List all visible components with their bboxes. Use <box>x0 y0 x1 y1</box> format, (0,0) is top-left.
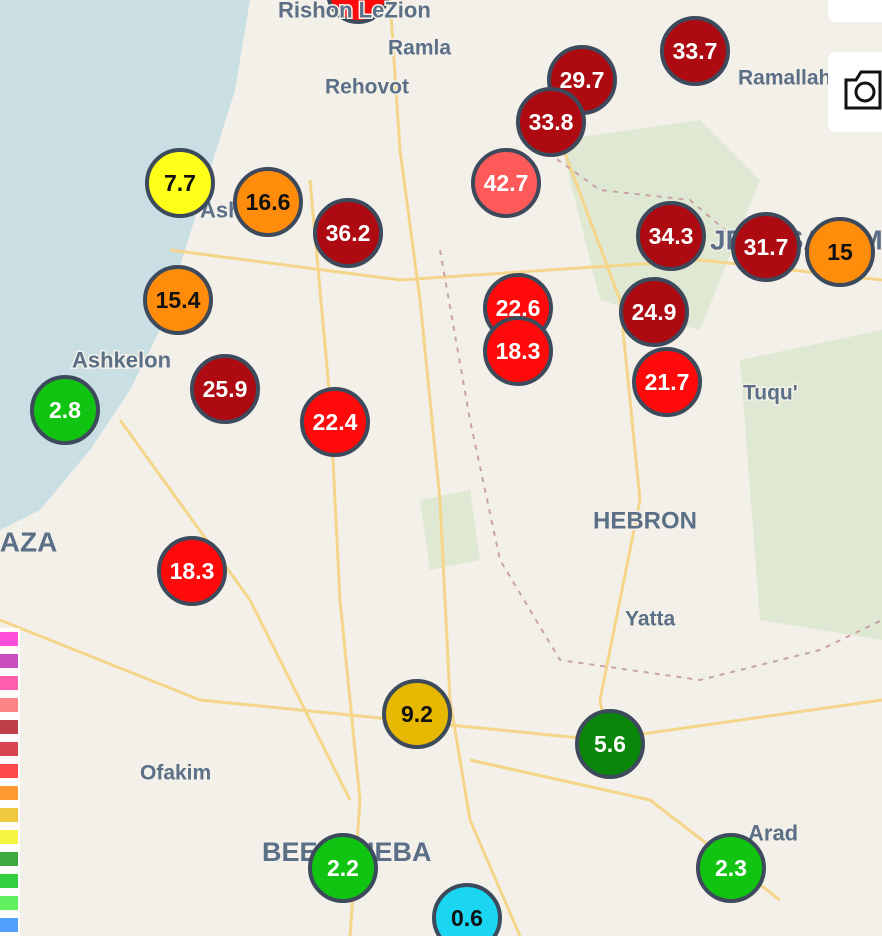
marker-circle <box>483 316 553 386</box>
marker[interactable]: 25.9 <box>190 354 260 424</box>
place-label: Rehovot <box>325 76 409 99</box>
marker-value: 18.3 <box>496 338 541 364</box>
marker[interactable]: 42.7 <box>471 148 541 218</box>
marker-circle <box>313 198 383 268</box>
camera-icon <box>844 70 882 110</box>
marker[interactable]: 16.6 <box>233 167 303 237</box>
marker-circle <box>619 277 689 347</box>
marker[interactable]: 29.7 <box>547 45 617 115</box>
place-label: Tuqu' <box>743 382 798 405</box>
place-label: Yatta <box>625 608 676 631</box>
marker-value: 31.7 <box>744 234 789 260</box>
marker[interactable]: 2.2 <box>308 833 378 903</box>
marker-circle <box>30 375 100 445</box>
marker-value: 15 <box>827 239 853 265</box>
place-label: HEBRON <box>593 508 697 535</box>
marker[interactable]: 7.7 <box>145 148 215 218</box>
legend <box>0 628 20 936</box>
place-label: Ashkelon <box>72 348 171 373</box>
marker-circle <box>233 167 303 237</box>
marker[interactable]: 18.3 <box>157 536 227 606</box>
marker-circle <box>660 16 730 86</box>
place-label: Rishon LeZion <box>278 0 431 23</box>
place-label: Arad <box>748 821 798 846</box>
marker[interactable] <box>327 0 389 24</box>
marker[interactable]: 2.3 <box>696 833 766 903</box>
marker-value: 33.7 <box>673 38 718 64</box>
marker[interactable]: 31.7 <box>731 212 801 282</box>
marker-value: 18.3 <box>170 558 215 584</box>
marker[interactable]: 33.7 <box>660 16 730 86</box>
marker-value: 24.9 <box>632 299 677 325</box>
place-label: Ramallah <box>738 67 831 90</box>
marker[interactable]: 33.8 <box>516 87 586 157</box>
marker-value: 5.6 <box>594 731 626 757</box>
marker-circle <box>308 833 378 903</box>
marker[interactable]: 36.2 <box>313 198 383 268</box>
marker[interactable]: 2.8 <box>30 375 100 445</box>
marker[interactable]: 21.7 <box>632 347 702 417</box>
marker-value: 7.7 <box>164 170 196 196</box>
marker-value: 29.7 <box>560 67 605 93</box>
borders <box>439 139 882 682</box>
marker-value: 2.2 <box>327 855 359 881</box>
marker-value: 25.9 <box>203 376 248 402</box>
marker-value: 9.2 <box>401 701 433 727</box>
marker[interactable]: 24.9 <box>619 277 689 347</box>
marker-value: 34.3 <box>649 223 694 249</box>
marker[interactable]: 9.2 <box>382 679 452 749</box>
marker-circle <box>190 354 260 424</box>
marker[interactable]: 34.3 <box>636 201 706 271</box>
marker[interactable]: 0.6 <box>432 883 502 936</box>
marker-circle <box>575 709 645 779</box>
marker-circle <box>731 212 801 282</box>
marker-circle <box>145 148 215 218</box>
marker-value: 36.2 <box>326 220 371 246</box>
marker[interactable]: 5.6 <box>575 709 645 779</box>
marker-circle <box>157 536 227 606</box>
marker-circle <box>805 217 875 287</box>
place-label: Ramla <box>388 37 451 60</box>
button[interactable] <box>828 0 882 22</box>
map-buttons <box>828 0 882 132</box>
marker-circle <box>636 201 706 271</box>
marker-value: 2.3 <box>715 855 747 881</box>
marker-circle <box>300 387 370 457</box>
marker-circle <box>632 347 702 417</box>
marker-value: 2.8 <box>49 397 81 423</box>
marker[interactable]: 15 <box>805 217 875 287</box>
marker-value: 0.6 <box>451 905 483 931</box>
marker-circle <box>516 87 586 157</box>
marker-value: 33.8 <box>529 109 574 135</box>
marker-circle <box>432 883 502 936</box>
marker[interactable]: 18.3 <box>483 316 553 386</box>
marker-value: 22.4 <box>313 409 358 435</box>
marker-value: 16.6 <box>246 189 291 215</box>
place-label: GAZA <box>0 527 57 558</box>
marker-value: 21.7 <box>645 369 690 395</box>
marker[interactable]: 15.4 <box>143 265 213 335</box>
marker-circle <box>382 679 452 749</box>
marker-circle <box>143 265 213 335</box>
marker[interactable]: 22.4 <box>300 387 370 457</box>
marker-circle <box>471 148 541 218</box>
marker-circle <box>696 833 766 903</box>
place-label: Ofakim <box>140 762 211 785</box>
marker-value: 42.7 <box>484 170 529 196</box>
marker-value: 15.4 <box>156 287 201 313</box>
